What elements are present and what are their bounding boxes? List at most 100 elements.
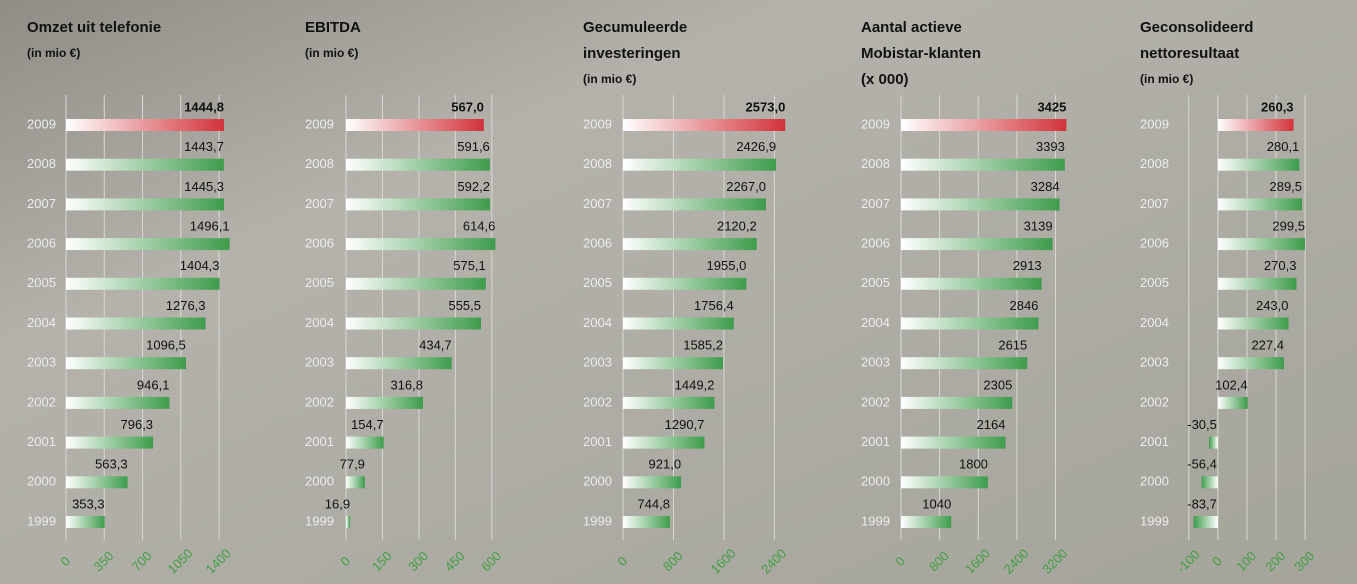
data-label: 946,1 xyxy=(137,377,170,392)
bar xyxy=(1218,159,1299,171)
data-label: 2573,0 xyxy=(746,99,786,114)
bar xyxy=(1218,318,1289,330)
chart-title: EBITDA xyxy=(305,19,361,36)
bar xyxy=(623,318,734,330)
bar xyxy=(66,278,220,290)
y-tick-label: 2004 xyxy=(583,315,612,330)
data-label: 2120,2 xyxy=(717,219,757,234)
bar xyxy=(901,278,1042,290)
bar xyxy=(346,278,486,290)
y-tick-label: 2007 xyxy=(305,196,334,211)
data-label: 227,4 xyxy=(1251,338,1284,353)
chart-page: Omzet uit telefonie(in mio €)03507001050… xyxy=(0,0,1357,584)
y-tick-label: 2006 xyxy=(1140,236,1169,251)
chart-subtitle: (in mio €) xyxy=(1140,72,1193,86)
y-tick-label: 2004 xyxy=(27,315,56,330)
bar xyxy=(346,357,452,369)
y-tick-label: 2008 xyxy=(1140,156,1169,171)
y-tick-label: 2004 xyxy=(305,315,334,330)
data-label: 1955,0 xyxy=(707,258,747,273)
y-tick-label: 2001 xyxy=(1140,434,1169,449)
chart-subtitle: (in mio €) xyxy=(27,46,80,60)
bar xyxy=(1194,516,1218,528)
bar xyxy=(66,516,105,528)
y-tick-label: 2003 xyxy=(583,355,612,370)
data-label: 555,5 xyxy=(448,298,481,313)
data-label: 353,3 xyxy=(72,496,105,511)
chart-title: Geconsolideerd xyxy=(1140,19,1253,36)
data-label: 1096,5 xyxy=(146,338,186,353)
bar xyxy=(623,397,714,409)
chart-title: Gecumuleerde xyxy=(583,19,687,36)
bar xyxy=(346,198,490,210)
chart-title: Mobistar-klanten xyxy=(861,45,981,62)
y-tick-label: 2003 xyxy=(305,355,334,370)
bar xyxy=(66,437,153,449)
y-tick-label: 2005 xyxy=(583,275,612,290)
data-label: 3284 xyxy=(1031,179,1060,194)
data-label: -83,7 xyxy=(1187,496,1217,511)
data-label: 289,5 xyxy=(1269,179,1302,194)
bar xyxy=(901,119,1066,131)
y-tick-label: 2003 xyxy=(27,355,56,370)
y-tick-label: 2002 xyxy=(583,394,612,409)
bar xyxy=(66,357,186,369)
bar xyxy=(1218,278,1297,290)
chart-title: Aantal actieve xyxy=(861,19,962,36)
bar xyxy=(901,476,988,488)
y-tick-label: 2004 xyxy=(1140,315,1169,330)
bar xyxy=(623,476,681,488)
data-label: 260,3 xyxy=(1261,99,1294,114)
data-label: 2913 xyxy=(1013,258,1042,273)
bar xyxy=(623,198,766,210)
bar xyxy=(901,238,1053,250)
y-tick-label: 2006 xyxy=(861,236,890,251)
bar xyxy=(1218,238,1305,250)
bar xyxy=(1218,397,1248,409)
y-tick-label: 2008 xyxy=(861,156,890,171)
bar xyxy=(346,318,481,330)
y-tick-label: 2009 xyxy=(583,116,612,131)
data-label: 2846 xyxy=(1009,298,1038,313)
y-tick-label: 2009 xyxy=(305,116,334,131)
y-tick-label: 2001 xyxy=(583,434,612,449)
y-tick-label: 2006 xyxy=(305,236,334,251)
data-label: 563,3 xyxy=(95,457,128,472)
data-label: 1445,3 xyxy=(184,179,224,194)
y-tick-label: 2000 xyxy=(27,474,56,489)
data-label: 299,5 xyxy=(1272,219,1305,234)
data-label: 1585,2 xyxy=(683,338,723,353)
data-label: 102,4 xyxy=(1215,377,1248,392)
y-tick-label: 2006 xyxy=(583,236,612,251)
bar xyxy=(901,397,1012,409)
chart-subtitle: (in mio €) xyxy=(583,72,636,86)
data-label: 2267,0 xyxy=(726,179,766,194)
y-tick-label: 1999 xyxy=(583,513,612,528)
y-tick-label: 1999 xyxy=(305,513,334,528)
y-tick-label: 2000 xyxy=(583,474,612,489)
bar xyxy=(66,397,169,409)
y-tick-label: 2001 xyxy=(27,434,56,449)
y-tick-label: 1999 xyxy=(27,513,56,528)
data-label: 280,1 xyxy=(1267,139,1300,154)
data-label: 1496,1 xyxy=(190,219,230,234)
data-label: 1040 xyxy=(922,496,951,511)
chart-subtitle: (in mio €) xyxy=(305,46,358,60)
y-tick-label: 2002 xyxy=(861,394,890,409)
y-tick-label: 2005 xyxy=(861,275,890,290)
bar xyxy=(1209,437,1218,449)
bar xyxy=(66,119,224,131)
y-tick-label: 2000 xyxy=(861,474,890,489)
y-tick-label: 2008 xyxy=(305,156,334,171)
data-label: 16,9 xyxy=(325,496,350,511)
bar xyxy=(346,119,484,131)
data-label: 2426,9 xyxy=(736,139,776,154)
data-label: 2164 xyxy=(977,417,1006,432)
bar xyxy=(901,198,1060,210)
y-tick-label: 2002 xyxy=(305,394,334,409)
data-label: 77,9 xyxy=(340,457,365,472)
bar xyxy=(1218,119,1294,131)
bar xyxy=(66,198,224,210)
data-label: 3393 xyxy=(1036,139,1065,154)
y-tick-label: 2007 xyxy=(1140,196,1169,211)
